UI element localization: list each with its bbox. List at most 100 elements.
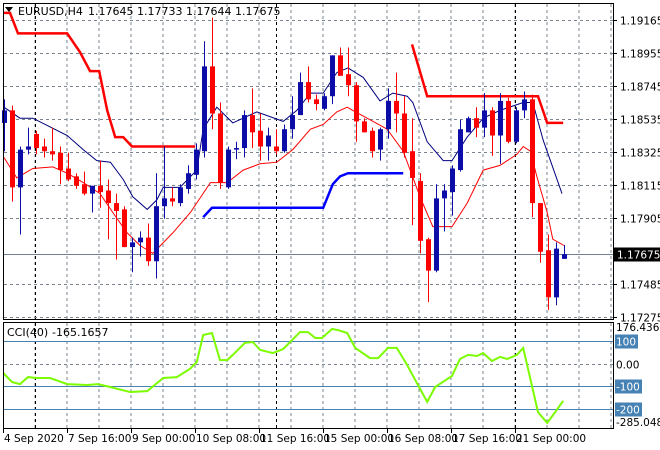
bearish-candle[interactable]	[506, 97, 511, 144]
bullish-candle[interactable]	[186, 165, 191, 194]
bearish-candle[interactable]	[106, 179, 111, 240]
bearish-candle[interactable]	[546, 234, 551, 310]
bearish-candle[interactable]	[210, 17, 215, 130]
bullish-candle[interactable]	[290, 96, 295, 139]
bullish-candle[interactable]	[266, 127, 271, 161]
bullish-candle[interactable]	[2, 99, 7, 152]
cci-axis-label: 176.4368	[616, 322, 660, 334]
candle-body	[274, 146, 279, 152]
bearish-candle[interactable]	[258, 113, 263, 161]
bullish-candle[interactable]	[458, 119, 463, 172]
cci-pane[interactable]	[2, 327, 613, 425]
bearish-candle[interactable]	[306, 66, 311, 103]
time-tick-label: 4 Sep 2020	[4, 433, 64, 445]
bullish-candle[interactable]	[554, 242, 559, 306]
candle-body	[474, 118, 479, 128]
bearish-candle[interactable]	[250, 88, 255, 149]
time-tick-label: 9 Sep 00:00	[132, 433, 195, 445]
bearish-candle[interactable]	[338, 47, 343, 76]
bearish-candle[interactable]	[410, 118, 415, 226]
bullish-candle[interactable]	[90, 185, 95, 213]
bullish-candle[interactable]	[434, 184, 439, 273]
bearish-candle[interactable]	[354, 82, 359, 142]
bearish-candle[interactable]	[490, 107, 495, 156]
bullish-candle[interactable]	[522, 91, 527, 119]
bearish-candle[interactable]	[50, 127, 55, 161]
bullish-candle[interactable]	[282, 124, 287, 153]
bullish-candle[interactable]	[130, 237, 135, 273]
bearish-candle[interactable]	[114, 193, 119, 260]
bearish-candle[interactable]	[122, 206, 127, 248]
bearish-candle[interactable]	[82, 171, 87, 196]
bearish-candle[interactable]	[98, 160, 103, 208]
bearish-candle[interactable]	[274, 129, 279, 155]
bullish-candle[interactable]	[242, 110, 247, 158]
bullish-candle[interactable]	[482, 93, 487, 138]
bearish-candle[interactable]	[74, 173, 79, 189]
bearish-candle[interactable]	[370, 127, 375, 158]
bearish-candle[interactable]	[42, 138, 47, 158]
bullish-candle[interactable]	[466, 116, 471, 133]
bullish-candle[interactable]	[442, 184, 447, 232]
bullish-candle[interactable]	[18, 146, 23, 235]
bullish-candle[interactable]	[178, 184, 183, 207]
candle-body	[362, 121, 367, 133]
bullish-candle[interactable]	[330, 55, 335, 105]
candles[interactable]	[2, 17, 567, 310]
bullish-candle[interactable]	[234, 141, 239, 160]
bearish-candle[interactable]	[362, 118, 367, 133]
bearish-candle[interactable]	[66, 152, 71, 182]
price-tick-label: 1.18745	[620, 82, 660, 94]
bullish-candle[interactable]	[386, 88, 391, 139]
bearish-candle[interactable]	[314, 94, 319, 111]
bullish-candle[interactable]	[450, 165, 455, 216]
bullish-candle[interactable]	[194, 143, 199, 180]
bearish-candle[interactable]	[34, 130, 39, 155]
bullish-candle[interactable]	[378, 127, 383, 161]
cci-axis-label: 100	[616, 337, 636, 349]
candle-body	[194, 149, 199, 175]
bearish-candle[interactable]	[402, 96, 407, 158]
bullish-candle[interactable]	[226, 146, 231, 189]
bearish-candle[interactable]	[58, 146, 63, 185]
price-tick-label: 1.17905	[620, 214, 660, 226]
bearish-candle[interactable]	[10, 105, 15, 202]
cci-axis-label: -200	[616, 405, 640, 417]
bearish-candle[interactable]	[530, 94, 535, 218]
bullish-candle[interactable]	[498, 93, 503, 164]
candle-body	[546, 250, 551, 298]
bullish-candle[interactable]	[562, 245, 567, 260]
bullish-candle[interactable]	[162, 146, 167, 219]
bearish-candle[interactable]	[170, 187, 175, 207]
candle-body	[250, 115, 255, 133]
candle-body	[410, 151, 415, 178]
candle-body	[298, 82, 303, 116]
bearish-candle[interactable]	[418, 173, 423, 254]
bearish-candle[interactable]	[538, 203, 543, 263]
price-tick-label: 1.18115	[620, 181, 660, 193]
candle-body	[114, 203, 119, 211]
candle-body	[386, 100, 391, 130]
bearish-candle[interactable]	[426, 237, 431, 303]
bullish-candle[interactable]	[26, 127, 31, 155]
bullish-candle[interactable]	[154, 173, 159, 279]
time-tick-label: 17 Sep 16:00	[452, 433, 522, 445]
bullish-candle[interactable]	[322, 93, 327, 111]
triangle-down-icon[interactable]	[5, 7, 13, 12]
bearish-candle[interactable]	[218, 102, 223, 189]
bullish-candle[interactable]	[298, 72, 303, 116]
bearish-candle[interactable]	[474, 107, 479, 138]
bullish-candle[interactable]	[514, 107, 519, 144]
candle-body	[90, 185, 95, 194]
candle-body	[234, 148, 239, 150]
bearish-candle[interactable]	[146, 223, 151, 266]
candle-body	[226, 149, 231, 188]
bearish-candle[interactable]	[346, 47, 351, 97]
bullish-candle[interactable]	[202, 41, 207, 158]
cci-axis-label: -100	[616, 382, 640, 394]
bearish-candle[interactable]	[394, 72, 399, 133]
bullish-candle[interactable]	[138, 231, 143, 257]
candle-body	[506, 100, 511, 142]
